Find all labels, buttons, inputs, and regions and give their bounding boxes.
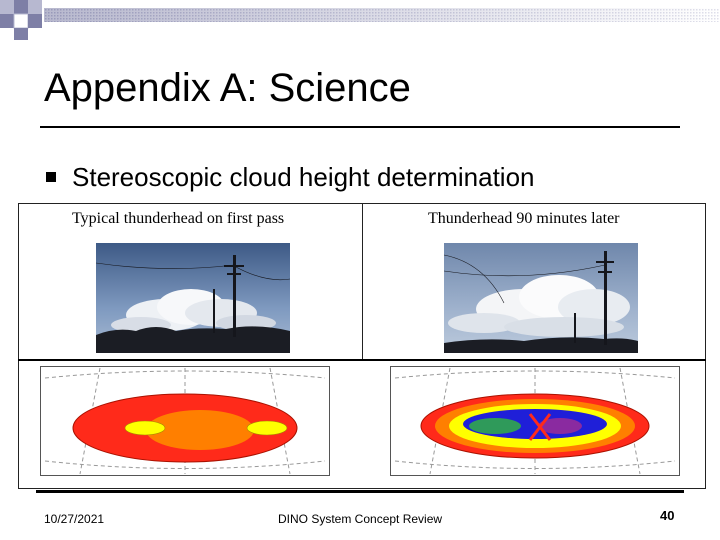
cloud-height-map-first-pass	[40, 366, 330, 476]
figure-divider-vertical	[362, 203, 363, 359]
right-photo-caption: Thunderhead 90 minutes later	[428, 210, 620, 227]
footer-title: DINO System Concept Review	[278, 512, 443, 526]
footer-date: 10/27/2021	[44, 512, 105, 526]
bullet-marker	[46, 172, 56, 182]
left-photo-caption: Typical thunderhead on first pass	[72, 210, 285, 227]
title-underline	[40, 126, 680, 128]
thunderhead-photo-first-pass	[96, 243, 290, 353]
figure-divider-horizontal	[18, 359, 706, 361]
slide-number: 40	[660, 508, 675, 523]
footer-rule	[36, 490, 684, 493]
thunderhead-photo-later	[444, 243, 638, 353]
bullet-text: Stereoscopic cloud height determination	[72, 162, 535, 192]
header-decoration	[0, 0, 720, 40]
cloud-height-map-later	[390, 366, 680, 476]
slide-title: Appendix A: Science	[44, 66, 411, 110]
